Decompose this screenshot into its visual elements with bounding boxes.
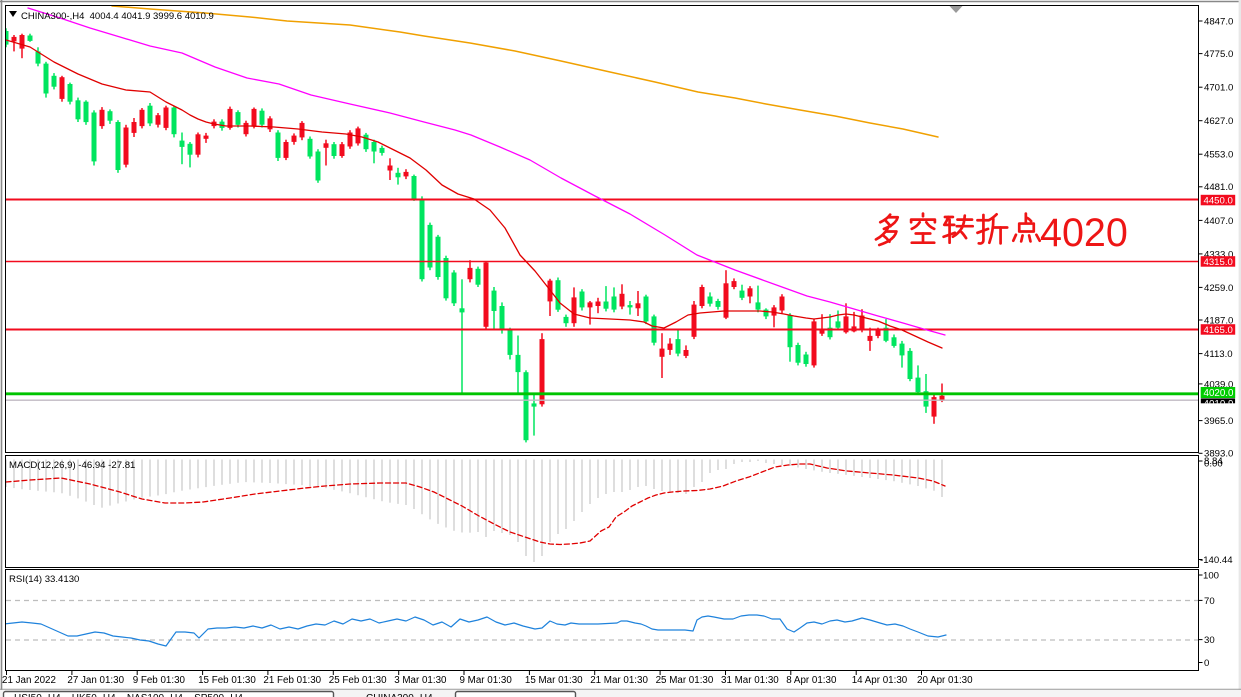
svg-text:-140.44: -140.44 — [1200, 555, 1233, 566]
svg-text:4450.0: 4450.0 — [1204, 196, 1233, 207]
svg-text:HSI50-,H4 HK50-,H4 NAS10: HSI50-,H4 HK50-,H4 NAS100-,H4 SP500-,H4 — [14, 693, 243, 697]
svg-text:15 Mar 01:30: 15 Mar 01:30 — [525, 675, 583, 686]
svg-text:9 Mar 01:30: 9 Mar 01:30 — [460, 675, 513, 686]
svg-text:4113.0: 4113.0 — [1204, 349, 1233, 360]
svg-text:0: 0 — [1204, 658, 1209, 669]
svg-text:8 Apr 01:30: 8 Apr 01:30 — [786, 675, 837, 686]
svg-text:4553.0: 4553.0 — [1204, 150, 1233, 161]
svg-text:4020: 4020 — [1040, 211, 1128, 255]
svg-text:15 Feb 01:30: 15 Feb 01:30 — [198, 675, 256, 686]
svg-text:4333.0: 4333.0 — [1204, 249, 1233, 260]
svg-text:4315.0: 4315.0 — [1204, 257, 1233, 268]
svg-text:4259.0: 4259.0 — [1204, 283, 1233, 294]
svg-text:RSI(14) 33.4130: RSI(14) 33.4130 — [9, 574, 79, 585]
svg-text:8.84: 8.84 — [1204, 456, 1223, 467]
svg-text:14 Apr 01:30: 14 Apr 01:30 — [852, 675, 908, 686]
svg-text:4481.0: 4481.0 — [1204, 182, 1233, 193]
svg-text:CHINA300-,H4 4004.4 4041.9 39: CHINA300-,H4 4004.4 4041.9 3999.6 4010.9 — [21, 11, 214, 22]
svg-text:4165.0: 4165.0 — [1204, 325, 1233, 336]
svg-text:31 Mar 01:30: 31 Mar 01:30 — [721, 675, 779, 686]
svg-text:MACD(12,26,9) -46.94 -27.81: MACD(12,26,9) -46.94 -27.81 — [9, 460, 135, 471]
svg-text:3965.0: 3965.0 — [1204, 416, 1233, 427]
svg-text:20 Apr 01:30: 20 Apr 01:30 — [917, 675, 973, 686]
svg-text:27 Jan 01:30: 27 Jan 01:30 — [67, 675, 124, 686]
svg-text:4020.0: 4020.0 — [1204, 388, 1235, 399]
svg-text:21 Mar 01:30: 21 Mar 01:30 — [590, 675, 648, 686]
svg-text:0.00: 0.00 — [1204, 458, 1223, 469]
svg-text:3893.0: 3893.0 — [1204, 449, 1233, 460]
svg-text:30: 30 — [1204, 635, 1215, 646]
svg-text:4187.0: 4187.0 — [1204, 315, 1233, 326]
svg-text:4407.0: 4407.0 — [1204, 216, 1233, 227]
svg-text:21 Jan 2022: 21 Jan 2022 — [2, 675, 56, 686]
svg-text:4039.0: 4039.0 — [1204, 379, 1233, 390]
svg-text:4847.0: 4847.0 — [1204, 16, 1233, 27]
svg-text:CHINA300-,H4: CHINA300-,H4 — [366, 693, 433, 697]
svg-text:4701.0: 4701.0 — [1204, 83, 1233, 94]
svg-text:25 Feb 01:30: 25 Feb 01:30 — [329, 675, 387, 686]
svg-text:21 Feb 01:30: 21 Feb 01:30 — [263, 675, 321, 686]
svg-text:70: 70 — [1204, 596, 1215, 607]
svg-text:4775.0: 4775.0 — [1204, 49, 1233, 60]
svg-text:4627.0: 4627.0 — [1204, 116, 1233, 127]
svg-text:9 Feb 01:30: 9 Feb 01:30 — [133, 675, 186, 686]
svg-text:100: 100 — [1203, 570, 1219, 581]
svg-text:25 Mar 01:30: 25 Mar 01:30 — [656, 675, 714, 686]
svg-text:3 Mar 01:30: 3 Mar 01:30 — [394, 675, 447, 686]
svg-text:4010.9: 4010.9 — [1204, 399, 1234, 410]
